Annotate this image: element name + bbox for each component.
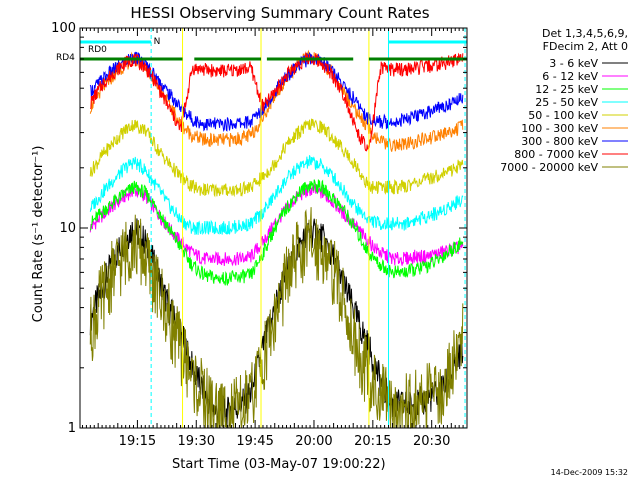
x-tick-label-1915: 19:15 — [119, 434, 156, 449]
x-tick-label-2015: 20:15 — [354, 434, 391, 449]
legend-label-4: 50 - 100 keV — [528, 109, 598, 122]
legend-header-line-2: FDecim 2, Att 0 — [543, 40, 628, 53]
legend-label-8: 7000 - 20000 keV — [500, 161, 598, 174]
chart-title: HESSI Observing Summary Count Rates — [130, 4, 429, 22]
flag-label-rd4: RD4 — [56, 53, 75, 63]
x-tick-label-1945: 19:45 — [236, 434, 273, 449]
legend-label-1: 6 - 12 keV — [542, 70, 598, 83]
series-line-4 — [89, 118, 464, 198]
legend-header-line-1: Det 1,3,4,5,6,9, — [542, 27, 628, 40]
y-axis-label: Count Rate (s⁻¹ detector⁻¹) — [31, 146, 46, 323]
y-tick-label-1: 1 — [68, 421, 76, 436]
legend-label-3: 25 - 50 keV — [535, 96, 598, 109]
y-tick-label-100: 100 — [51, 21, 76, 36]
legend-label-7: 800 - 7000 keV — [514, 148, 598, 161]
flag-label-n: N — [154, 37, 161, 47]
series-line-2 — [89, 179, 464, 286]
legend-label-6: 300 - 800 keV — [521, 135, 598, 148]
x-tick-label-2030: 20:30 — [413, 434, 450, 449]
x-axis-label: Start Time (03-May-07 19:00:22) — [172, 457, 386, 472]
series-line-3 — [89, 155, 464, 236]
plot-area — [80, 28, 468, 429]
x-tick-label-2000: 20:00 — [295, 434, 332, 449]
legend-label-0: 3 - 6 keV — [549, 57, 598, 70]
legend-label-2: 12 - 25 keV — [535, 83, 598, 96]
legend-label-5: 100 - 300 keV — [521, 122, 598, 135]
legend: Det 1,3,4,5,6,9, FDecim 2, Att 0 3 - 6 k… — [500, 27, 628, 174]
series-line-7 — [89, 51, 464, 152]
series-line-8 — [89, 207, 464, 429]
generation-timestamp: 14-Dec-2009 15:32 — [551, 468, 628, 477]
flag-label-rd0: RD0 — [88, 45, 107, 55]
x-tick-label-1930: 19:30 — [178, 434, 215, 449]
y-tick-label-10: 10 — [59, 221, 76, 236]
